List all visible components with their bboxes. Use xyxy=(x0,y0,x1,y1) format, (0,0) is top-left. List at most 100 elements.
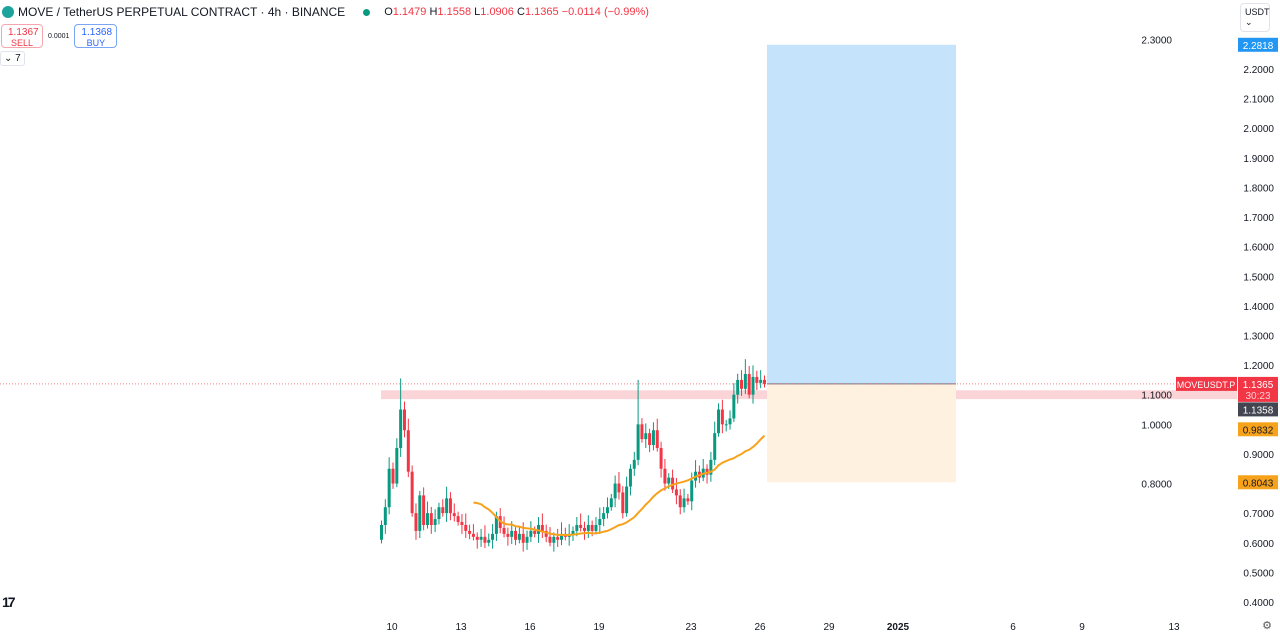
candle-body xyxy=(383,507,387,525)
candle-body xyxy=(640,424,644,440)
candle-body xyxy=(759,379,763,383)
candle-body xyxy=(479,536,483,540)
x-tick-label: 9 xyxy=(1079,622,1085,633)
x-tick-label: 16 xyxy=(524,622,536,633)
price-label: 0.9832 xyxy=(1243,425,1274,436)
candle-body xyxy=(717,409,721,434)
candle-body xyxy=(682,498,686,508)
settings-icon[interactable]: ⚙ xyxy=(1262,620,1272,632)
candle-body xyxy=(728,418,732,425)
currency-select[interactable]: USDT ⌄ xyxy=(1240,3,1270,32)
candle-body xyxy=(552,536,556,543)
moving-average-line xyxy=(473,434,766,537)
market-open-icon xyxy=(363,8,371,16)
x-tick-label: 10 xyxy=(386,622,398,633)
candle-body xyxy=(628,468,632,487)
candle-body xyxy=(605,507,609,514)
candle-body xyxy=(380,524,383,540)
y-tick-label: 1.1000 xyxy=(1141,391,1172,402)
candle-body xyxy=(517,533,521,540)
y-tick-label: 1.2000 xyxy=(1243,361,1274,372)
candle-body xyxy=(433,519,437,525)
x-tick-label: 23 xyxy=(685,622,697,633)
candle-body xyxy=(445,498,449,514)
candle-body xyxy=(491,533,495,540)
symbol-title[interactable]: MOVE / TetherUS PERPETUAL CONTRACT · 4h … xyxy=(18,5,346,19)
candle-body xyxy=(724,424,728,426)
candle-body xyxy=(448,498,452,514)
y-tick-label: 1.5000 xyxy=(1243,272,1274,283)
y-tick-label: 0.5000 xyxy=(1243,568,1274,579)
x-tick-label: 29 xyxy=(823,622,835,633)
price-label-bg xyxy=(1238,37,1278,52)
price-label: 2.2818 xyxy=(1243,41,1274,52)
price-label: 1.1358 xyxy=(1243,405,1274,416)
y-tick-label: 0.8000 xyxy=(1141,480,1172,491)
candle-body xyxy=(418,495,422,531)
candle-body xyxy=(437,507,441,520)
candle-body xyxy=(667,477,671,484)
candle-body xyxy=(544,530,548,537)
candle-body xyxy=(475,536,479,540)
candle-body xyxy=(763,379,766,384)
candle-body xyxy=(464,524,468,531)
price-label-bg xyxy=(1238,402,1278,417)
ohlc-values: O1.1479 H1.1558 L1.0906 C1.1365 −0.0114 … xyxy=(384,6,649,18)
candle-body xyxy=(659,448,663,469)
target-zone xyxy=(767,44,956,384)
tradingview-logo-icon[interactable]: 17 xyxy=(2,594,16,610)
last-price-label: 1.1365 xyxy=(1243,380,1274,391)
candle-body xyxy=(395,448,399,484)
candle-body xyxy=(674,489,678,496)
buy-button[interactable]: 1.1368 BUY xyxy=(74,24,118,48)
candle-body xyxy=(582,527,586,531)
y-tick-label: 2.0000 xyxy=(1243,124,1274,135)
candle-body xyxy=(755,376,759,383)
y-tick-label: 2.2000 xyxy=(1243,65,1274,76)
y-tick-label: 1.0000 xyxy=(1141,420,1172,431)
y-tick-label: 0.9000 xyxy=(1243,450,1274,461)
candle-body xyxy=(460,522,464,525)
candle-body xyxy=(487,539,491,543)
price-label: 0.8043 xyxy=(1243,478,1274,489)
candle-body xyxy=(494,516,498,534)
y-tick-label: 1.6000 xyxy=(1243,243,1274,254)
candle-body xyxy=(533,530,537,534)
candle-body xyxy=(609,498,613,508)
candle-body xyxy=(540,524,544,531)
candle-body xyxy=(713,433,717,460)
sell-button[interactable]: 1.1367 SELL xyxy=(1,24,43,48)
quick-trade: 1.1367 SELL 0.0001 1.1368 BUY xyxy=(1,24,118,48)
candle-body xyxy=(594,524,598,531)
candle-body xyxy=(705,468,709,475)
symbol-label-bg xyxy=(1176,376,1237,391)
candle-body xyxy=(560,533,564,540)
y-tick-label: 1.8000 xyxy=(1243,183,1274,194)
candle-body xyxy=(732,394,736,419)
candle-body xyxy=(625,486,629,514)
candle-body xyxy=(590,524,594,531)
y-tick-label: 1.3000 xyxy=(1243,331,1274,342)
candle-body xyxy=(586,524,590,531)
candle-body xyxy=(598,519,602,525)
symbol-label: MOVEUSDT.P xyxy=(1177,380,1236,390)
move-logo-icon xyxy=(2,6,14,18)
candle-body xyxy=(471,533,475,537)
x-tick-label: 26 xyxy=(754,622,766,633)
candle-body xyxy=(632,459,636,469)
candle-body xyxy=(743,373,747,389)
candle-body xyxy=(391,468,395,484)
spread: 0.0001 xyxy=(48,32,70,40)
candle-body xyxy=(529,530,533,537)
candle-body xyxy=(468,530,472,534)
x-tick-label: 19 xyxy=(593,622,605,633)
x-tick-label: 6 xyxy=(1010,622,1016,633)
indicators-toggle[interactable]: ⌄ 7 xyxy=(0,51,25,66)
candle-body xyxy=(740,379,744,389)
candle-body xyxy=(678,495,682,508)
candle-body xyxy=(422,495,426,525)
candle-body xyxy=(571,530,575,534)
candle-body xyxy=(410,471,414,514)
candle-body xyxy=(751,376,755,395)
